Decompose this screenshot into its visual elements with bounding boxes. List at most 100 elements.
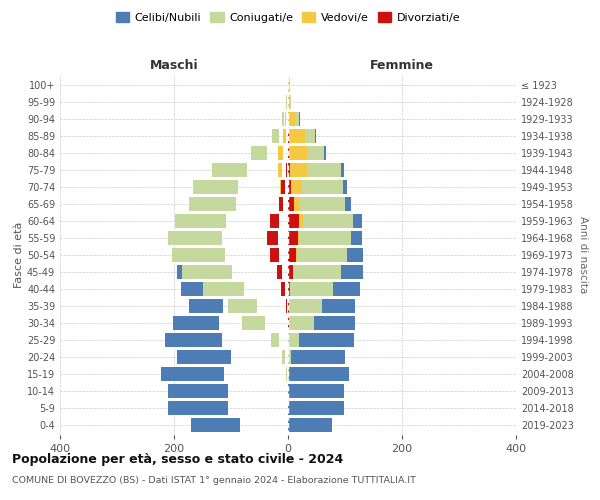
Bar (298, 231, 299, 245)
Bar (288, 78, 289, 92)
Bar (212, 163, 247, 177)
Bar (333, 282, 361, 296)
Text: COMUNE DI BOVEZZO (BS) - Dati ISTAT 1° gennaio 2024 - Elaborazione TUTTITALIA.IT: COMUNE DI BOVEZZO (BS) - Dati ISTAT 1° g… (12, 476, 416, 485)
Bar (288, 282, 290, 296)
Bar (290, 95, 292, 109)
Y-axis label: Fasce di età: Fasce di età (14, 222, 24, 288)
Bar (288, 112, 295, 126)
Text: Femmine: Femmine (370, 58, 434, 71)
Bar (278, 163, 283, 177)
Bar (288, 231, 298, 245)
Bar (278, 146, 283, 160)
Bar (289, 367, 349, 381)
Bar (299, 333, 353, 347)
Bar (215, 197, 226, 211)
Bar (288, 265, 293, 279)
Bar (322, 299, 355, 313)
Bar (288, 214, 299, 228)
Bar (166, 333, 223, 347)
Bar (282, 112, 284, 126)
Bar (251, 146, 267, 160)
Bar (272, 129, 279, 143)
Bar (222, 180, 230, 194)
Bar (270, 214, 279, 228)
Bar (347, 248, 363, 262)
Bar (288, 95, 290, 109)
Bar (186, 231, 204, 245)
Bar (289, 146, 307, 160)
Bar (178, 248, 202, 262)
Bar (175, 214, 226, 228)
Bar (314, 316, 355, 330)
Bar (288, 384, 344, 398)
Bar (299, 214, 303, 228)
Bar (307, 163, 341, 177)
Bar (168, 231, 223, 245)
Legend: Celibi/Nubili, Coniugati/e, Vedovi/e, Divorziati/e: Celibi/Nubili, Coniugati/e, Vedovi/e, Di… (112, 8, 464, 28)
Bar (279, 197, 283, 211)
Bar (294, 197, 299, 211)
Bar (277, 214, 278, 228)
Bar (189, 197, 236, 211)
Bar (191, 418, 239, 432)
Bar (296, 248, 297, 262)
Bar (297, 248, 347, 262)
Bar (193, 180, 238, 194)
Bar (305, 129, 315, 143)
Bar (289, 129, 305, 143)
Bar (325, 146, 326, 160)
Bar (286, 163, 287, 177)
Bar (299, 231, 350, 245)
Bar (290, 282, 333, 296)
Bar (343, 180, 347, 194)
Bar (303, 214, 353, 228)
Bar (288, 146, 289, 160)
Bar (268, 231, 278, 245)
Bar (293, 265, 341, 279)
Bar (280, 180, 283, 194)
Bar (302, 180, 343, 194)
Bar (281, 282, 284, 296)
Bar (288, 350, 291, 364)
Bar (227, 299, 257, 313)
Bar (270, 248, 279, 262)
Bar (350, 231, 362, 245)
Bar (286, 299, 287, 313)
Text: Popolazione per età, sesso e stato civile - 2024: Popolazione per età, sesso e stato civil… (12, 452, 343, 466)
Bar (288, 180, 292, 194)
Bar (288, 367, 289, 381)
Bar (283, 129, 286, 143)
Bar (168, 384, 228, 398)
Bar (288, 401, 344, 415)
Bar (182, 265, 232, 279)
Bar (238, 163, 242, 177)
Bar (341, 163, 344, 177)
Bar (281, 197, 283, 211)
Bar (307, 146, 325, 160)
Bar (263, 146, 265, 160)
Bar (168, 401, 228, 415)
Bar (172, 248, 226, 262)
Bar (203, 282, 244, 296)
Bar (295, 112, 299, 126)
Bar (173, 316, 219, 330)
Bar (299, 197, 345, 211)
Bar (289, 299, 322, 313)
Bar (161, 367, 224, 381)
Bar (178, 265, 205, 279)
Bar (198, 214, 212, 228)
Bar (275, 231, 277, 245)
Bar (242, 316, 265, 330)
Bar (181, 282, 212, 296)
Bar (277, 265, 283, 279)
Text: Maschi: Maschi (149, 58, 199, 71)
Bar (353, 214, 362, 228)
Bar (292, 180, 302, 194)
Bar (282, 350, 285, 364)
Bar (189, 299, 223, 313)
Bar (288, 248, 296, 262)
Bar (288, 418, 332, 432)
Bar (277, 129, 278, 143)
Bar (284, 112, 286, 126)
Bar (288, 333, 299, 347)
